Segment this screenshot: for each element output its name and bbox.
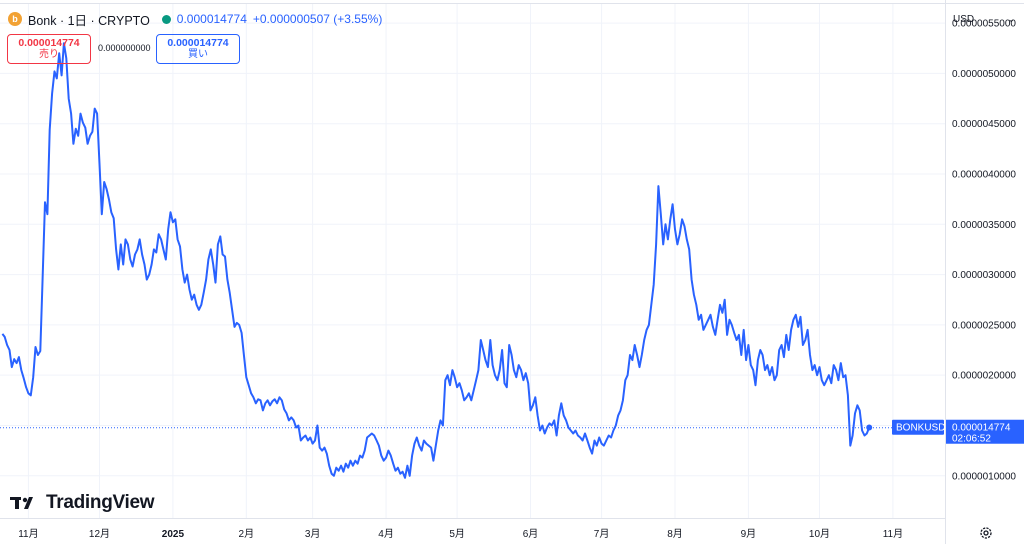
tradingview-logo-text: TradingView: [46, 492, 155, 513]
sell-price: 0.000014774: [18, 37, 80, 49]
price-tick-label: 0.0000050000: [952, 69, 1016, 80]
price-line: [1, 42, 871, 479]
price-tick-label: 0.0000025000: [952, 320, 1016, 331]
gear-icon[interactable]: [978, 525, 994, 541]
last-price-tag: 0.000014774 02:06:52: [946, 419, 1024, 445]
price-tick-label: 0.0000055000: [952, 19, 1016, 30]
symbol-title[interactable]: Bonk · 1日 · CRYPTO: [28, 13, 150, 28]
time-tick-label: 3月: [305, 528, 321, 540]
currency-label: USD: [953, 13, 975, 25]
spread-value: 0.000000000: [98, 43, 151, 53]
tradingview-logo[interactable]: TradingView: [10, 492, 155, 514]
chevron-down-icon: ⌄: [1007, 13, 1015, 24]
buy-price: 0.000014774: [167, 37, 229, 49]
symbol-label: BONKUSD: [896, 423, 945, 434]
sell-button[interactable]: 0.000014774 売り: [7, 34, 91, 64]
price-tick-label: 0.0000045000: [952, 119, 1016, 130]
symbol-label-tag: BONKUSD: [892, 419, 945, 435]
price-axis-panel: [945, 0, 1024, 544]
time-tick-label: 9月: [741, 528, 757, 540]
price-tick-label: 0.0000010000: [952, 471, 1016, 482]
time-tick-label: 10月: [809, 528, 830, 540]
last-price-dot: [866, 424, 873, 431]
time-tick-label: 5月: [449, 528, 465, 540]
last-price-label: 0.000014774: [952, 423, 1011, 434]
market-status-icon[interactable]: [161, 14, 171, 24]
buy-button[interactable]: 0.000014774 買い: [156, 34, 240, 64]
currency-select[interactable]: USD ⌄: [947, 6, 1023, 32]
time-tick-label: 11月: [883, 528, 903, 540]
buy-label: 買い: [188, 49, 208, 60]
time-tick-label: 6月: [523, 528, 539, 540]
bonk-coin-icon: b: [8, 12, 22, 26]
time-tick-label: 8月: [667, 528, 683, 540]
symbol-legend: b Bonk · 1日 · CRYPTO 0.000014774 +0.0000…: [8, 10, 382, 28]
price-tick-label: 0.0000020000: [952, 371, 1016, 382]
tradingview-logo-icon: [10, 497, 33, 509]
legend-change: +0.000000507 (+3.55%): [252, 12, 383, 26]
price-tick-label: 0.0000040000: [952, 169, 1016, 180]
time-tick-label: 7月: [594, 528, 610, 540]
bar-countdown: 02:06:52: [952, 434, 991, 445]
sell-label: 売り: [39, 49, 59, 60]
price-points: [1, 42, 870, 479]
time-tick-label: 11月: [18, 528, 38, 540]
legend-price: 0.000014774: [176, 12, 247, 26]
time-tick-label: 4月: [378, 528, 394, 540]
time-tick-label: 2月: [239, 528, 255, 540]
price-tick-label: 0.0000035000: [952, 220, 1016, 231]
price-tick-label: 0.0000030000: [952, 270, 1016, 281]
time-tick-label: 2025: [162, 529, 185, 540]
time-tick-label: 12月: [89, 528, 110, 540]
time-axis-labels: 11月 12月 2025 2月 3月 4月 5月 6月 7月 8月 9月 10月 11月: [18, 528, 903, 540]
grid-lines: [0, 4, 945, 518]
